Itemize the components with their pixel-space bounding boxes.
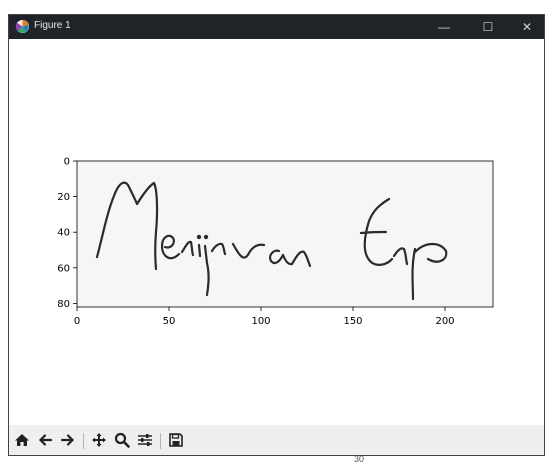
pan-button[interactable] xyxy=(89,430,109,450)
page-number: 30 xyxy=(354,454,365,464)
signature-image xyxy=(95,181,448,301)
x-tick-label: 150 xyxy=(343,316,362,327)
zoom-button[interactable] xyxy=(112,430,132,450)
x-tick-label: 0 xyxy=(74,316,80,327)
figure-window: Figure 1 — ☐ ✕ xyxy=(8,14,545,456)
configure-subplots-button[interactable] xyxy=(135,430,155,450)
configure-subplots-icon xyxy=(138,434,152,446)
zoom-icon xyxy=(114,432,130,448)
home-icon xyxy=(15,434,29,446)
forward-button[interactable] xyxy=(58,430,78,450)
close-button[interactable]: ✕ xyxy=(521,20,533,34)
save-button[interactable] xyxy=(166,430,186,450)
window-title: Figure 1 xyxy=(34,20,71,31)
pan-icon xyxy=(92,433,106,447)
y-tick-label: 0 xyxy=(64,157,70,168)
save-icon xyxy=(169,433,183,447)
toolbar-separator xyxy=(83,433,84,449)
matplotlib-logo-icon xyxy=(15,19,30,34)
image-frame xyxy=(76,160,494,308)
x-tick-label: 100 xyxy=(251,316,270,327)
x-tick-label: 200 xyxy=(435,316,454,327)
y-tick-label: 80 xyxy=(57,299,70,310)
minimize-button[interactable]: — xyxy=(438,20,450,34)
back-arrow-icon xyxy=(38,434,53,446)
toolbar-separator xyxy=(160,433,161,449)
y-tick-label: 60 xyxy=(57,263,70,274)
y-tick-label: 20 xyxy=(57,192,70,203)
home-button[interactable] xyxy=(12,430,32,450)
axes xyxy=(76,160,494,308)
x-tick-label: 50 xyxy=(163,316,176,327)
title-bar[interactable]: Figure 1 — ☐ ✕ xyxy=(9,15,544,39)
navigation-toolbar xyxy=(9,425,544,455)
y-tick-label: 40 xyxy=(57,228,70,239)
plot-area: 0 20 40 60 80 0 50 100 150 200 xyxy=(57,157,494,327)
back-button[interactable] xyxy=(35,430,55,450)
x-axis xyxy=(76,307,446,311)
maximize-button[interactable]: ☐ xyxy=(482,20,494,34)
forward-arrow-icon xyxy=(60,434,75,446)
y-axis xyxy=(73,160,77,304)
figure-canvas[interactable]: 0 20 40 60 80 0 50 100 150 200 xyxy=(9,39,544,425)
